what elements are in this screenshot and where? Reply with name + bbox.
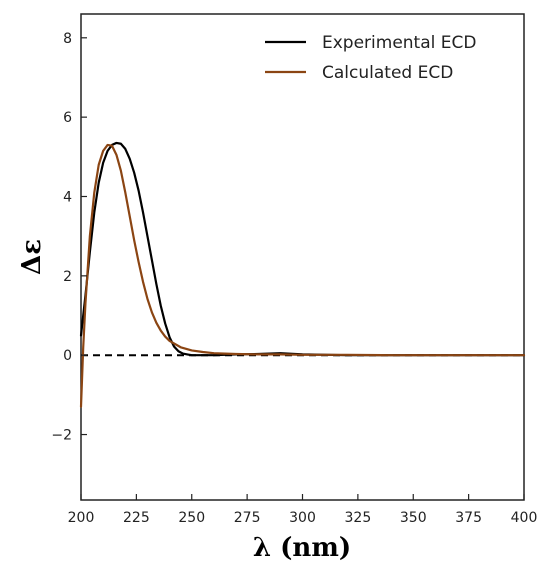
x-tick-label: 250 [178,510,205,526]
legend-label: Calculated ECD [322,63,453,83]
x-tick-label: 325 [345,510,372,526]
x-tick-label: 375 [455,510,482,526]
y-axis-ticks: −2 0 2 4 6 8 [51,31,87,444]
y-tick-label: 4 [63,189,72,205]
x-tick-label: 300 [289,510,316,526]
y-tick-label: −2 [51,428,72,444]
x-tick-label: 200 [68,510,95,526]
x-tick-label: 400 [511,510,538,526]
x-tick-label: 350 [400,510,427,526]
y-tick-label: 2 [63,269,72,285]
x-axis-label: λ (nm) [253,533,351,563]
y-tick-label: 6 [63,110,72,126]
legend-label: Experimental ECD [322,33,476,53]
legend: Experimental ECD Calculated ECD [265,33,476,83]
plot-frame [80,13,525,501]
series-line-calculated [79,143,526,408]
y-axis-label: Δε [17,239,47,275]
series-line-experimental [79,141,526,357]
x-axis-ticks: 200 225 250 275 300 325 350 375 400 [68,494,538,526]
x-tick-label: 225 [123,510,150,526]
series-layer [79,141,526,408]
x-tick-label: 275 [234,510,261,526]
y-tick-label: 0 [63,348,72,364]
y-tick-label: 8 [63,31,72,47]
